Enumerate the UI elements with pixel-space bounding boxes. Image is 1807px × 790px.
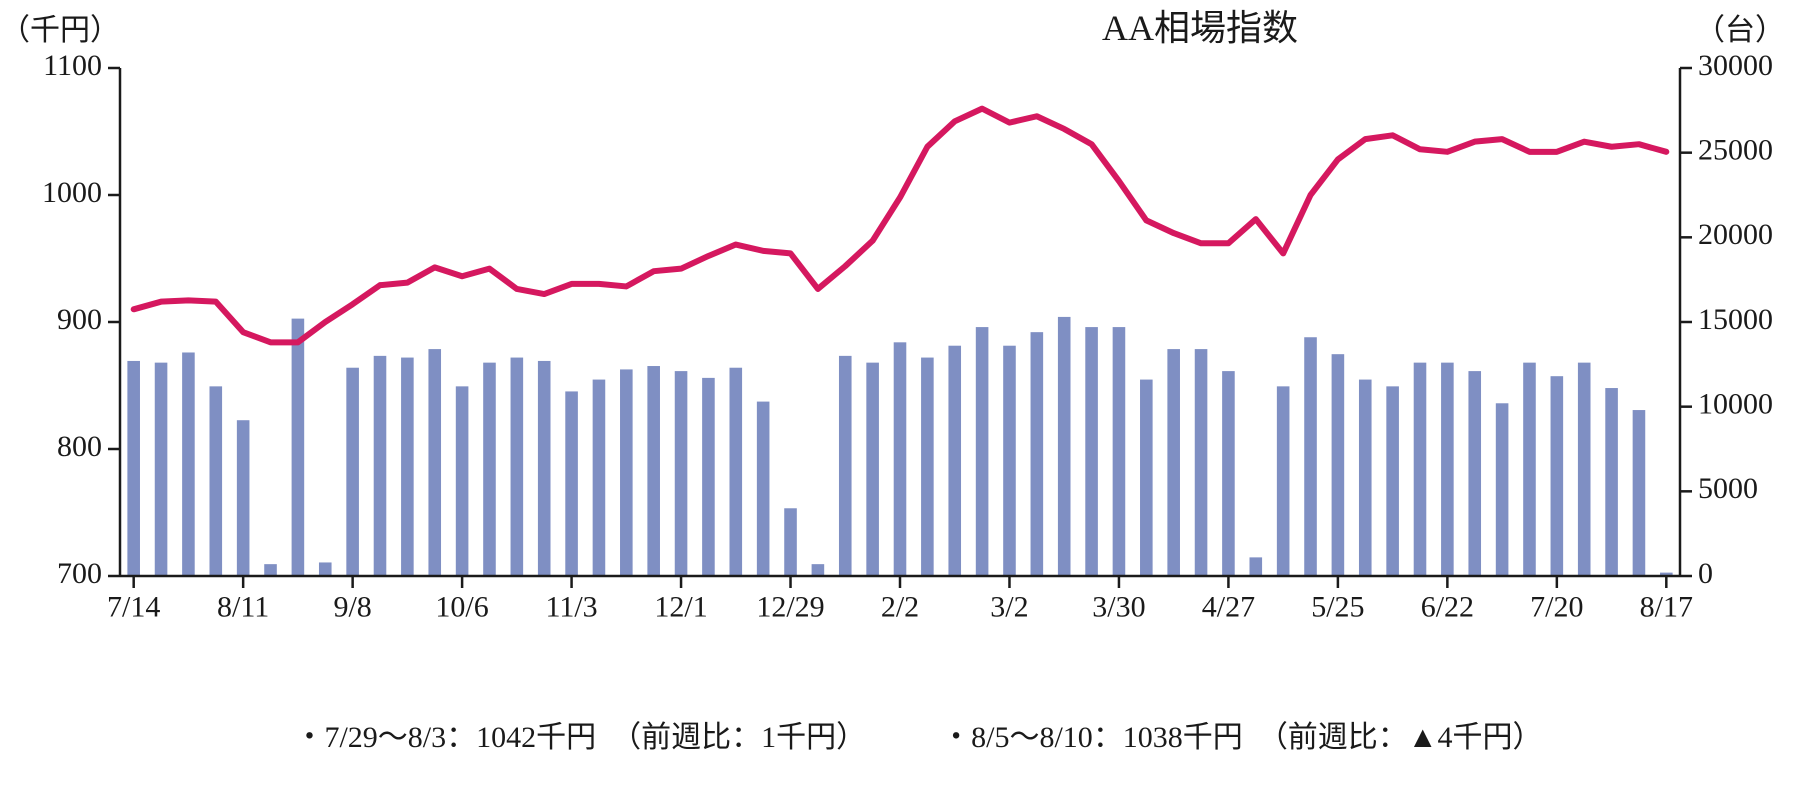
- bar: [237, 420, 250, 576]
- footer-change-prefix-2: （前週比：: [1273, 721, 1408, 754]
- y-left-tick-label: 1000: [42, 176, 102, 209]
- x-tick-label: 3/2: [990, 591, 1028, 624]
- bar: [483, 363, 496, 576]
- bar: [538, 361, 551, 576]
- footer-value-1: ：1042千円: [446, 721, 596, 754]
- bar: [401, 358, 414, 576]
- bar: [757, 402, 770, 576]
- footer-summary: ・7/29～8/3：1042千円 （前週比：1千円） ・8/5～8/10：103…: [0, 678, 1807, 790]
- chart-title: AA相場指数: [1102, 8, 1298, 48]
- bar: [976, 327, 989, 576]
- y-right-tick-label: 10000: [1698, 388, 1773, 421]
- footer-suffix-1: ）: [836, 721, 851, 754]
- bar: [729, 368, 742, 576]
- x-tick-label: 12/29: [756, 591, 824, 624]
- bar: [1551, 376, 1564, 576]
- bar: [1031, 332, 1044, 576]
- x-tick-label: 8/17: [1640, 591, 1693, 624]
- y-right-unit-label: （台）: [1695, 14, 1785, 47]
- bar: [1414, 363, 1427, 576]
- bar: [292, 319, 305, 576]
- x-tick-label: 10/6: [435, 591, 488, 624]
- y-right-tick-label: 15000: [1698, 303, 1773, 336]
- bar: [1386, 386, 1399, 576]
- footer-change-2: ▲4千円: [1408, 721, 1513, 754]
- footer-change-prefix-1: （前週比：: [626, 721, 761, 754]
- bar: [1633, 410, 1646, 576]
- bar: [1140, 380, 1153, 576]
- bar: [921, 358, 934, 576]
- bar: [1468, 371, 1481, 576]
- bar: [264, 564, 277, 576]
- aa-index-chart: 700 800 900 1000 1100 0 5000 10000 15000 20000 250…: [0, 0, 1807, 660]
- y-left-unit-label: （千円）: [0, 14, 120, 47]
- x-tick-label: 3/30: [1092, 591, 1145, 624]
- bar: [1578, 363, 1591, 576]
- bar: [1167, 349, 1180, 576]
- x-tick-label: 7/20: [1530, 591, 1583, 624]
- x-tick-label: 11/3: [545, 591, 597, 624]
- bar: [1113, 327, 1126, 576]
- footer-suffix-2: ）: [1513, 721, 1543, 754]
- bar: [1441, 363, 1454, 576]
- y-right-tick-label: 20000: [1698, 218, 1773, 251]
- bar: [675, 371, 688, 576]
- bar: [428, 349, 441, 576]
- bar: [456, 386, 469, 576]
- x-tick-label: 9/8: [333, 591, 371, 624]
- y-left-tick-label: 800: [57, 430, 102, 463]
- bar: [209, 386, 222, 576]
- bar: [374, 356, 387, 576]
- y-left-tick-label: 1100: [43, 49, 102, 82]
- bar: [812, 564, 825, 576]
- footer-change-1: 1千円: [761, 721, 836, 754]
- bar: [1277, 386, 1290, 576]
- y-left-tick-label: 700: [57, 557, 102, 590]
- bar: [702, 378, 715, 576]
- y-right-tick-label: 0: [1698, 557, 1713, 590]
- bar: [1085, 327, 1098, 576]
- bar: [1605, 388, 1618, 576]
- bar: [620, 369, 633, 576]
- x-tick-label: 6/22: [1421, 591, 1474, 624]
- y-left-tick-label: 900: [57, 303, 102, 336]
- bar: [565, 391, 578, 576]
- bar: [155, 363, 168, 576]
- bar: [1359, 380, 1372, 576]
- y-right-tick-label: 25000: [1698, 134, 1773, 167]
- footer-period-1: ・7/29～8/3: [294, 721, 446, 754]
- bar: [346, 368, 359, 576]
- bar: [1222, 371, 1235, 576]
- bar: [593, 380, 606, 576]
- bar: [1195, 349, 1208, 576]
- bar: [866, 363, 879, 576]
- x-tick-label: 7/14: [107, 591, 160, 624]
- x-tick-label: 5/25: [1311, 591, 1364, 624]
- bar: [1523, 363, 1536, 576]
- footer-value-2: ：1038千円: [1093, 721, 1243, 754]
- y-right-tick-label: 5000: [1698, 472, 1758, 505]
- bar: [1304, 337, 1317, 576]
- footer-period-2: ・8/5～8/10: [941, 721, 1093, 754]
- bar: [1249, 557, 1262, 576]
- x-tick-label: 4/27: [1202, 591, 1255, 624]
- x-tick-label: 12/1: [654, 591, 707, 624]
- bar: [1496, 403, 1509, 576]
- bar: [182, 352, 195, 576]
- bar: [319, 562, 332, 576]
- bar: [948, 346, 961, 576]
- bar: [647, 366, 660, 576]
- bar: [511, 358, 524, 576]
- bar: [127, 361, 140, 576]
- bar: [839, 356, 852, 576]
- bar: [1003, 346, 1016, 576]
- bar: [784, 508, 797, 576]
- bar: [1332, 354, 1345, 576]
- bar: [894, 342, 907, 576]
- y-right-tick-label: 30000: [1698, 49, 1773, 82]
- x-tick-label: 8/11: [217, 591, 269, 624]
- x-tick-label: 2/2: [881, 591, 919, 624]
- bar: [1058, 317, 1071, 576]
